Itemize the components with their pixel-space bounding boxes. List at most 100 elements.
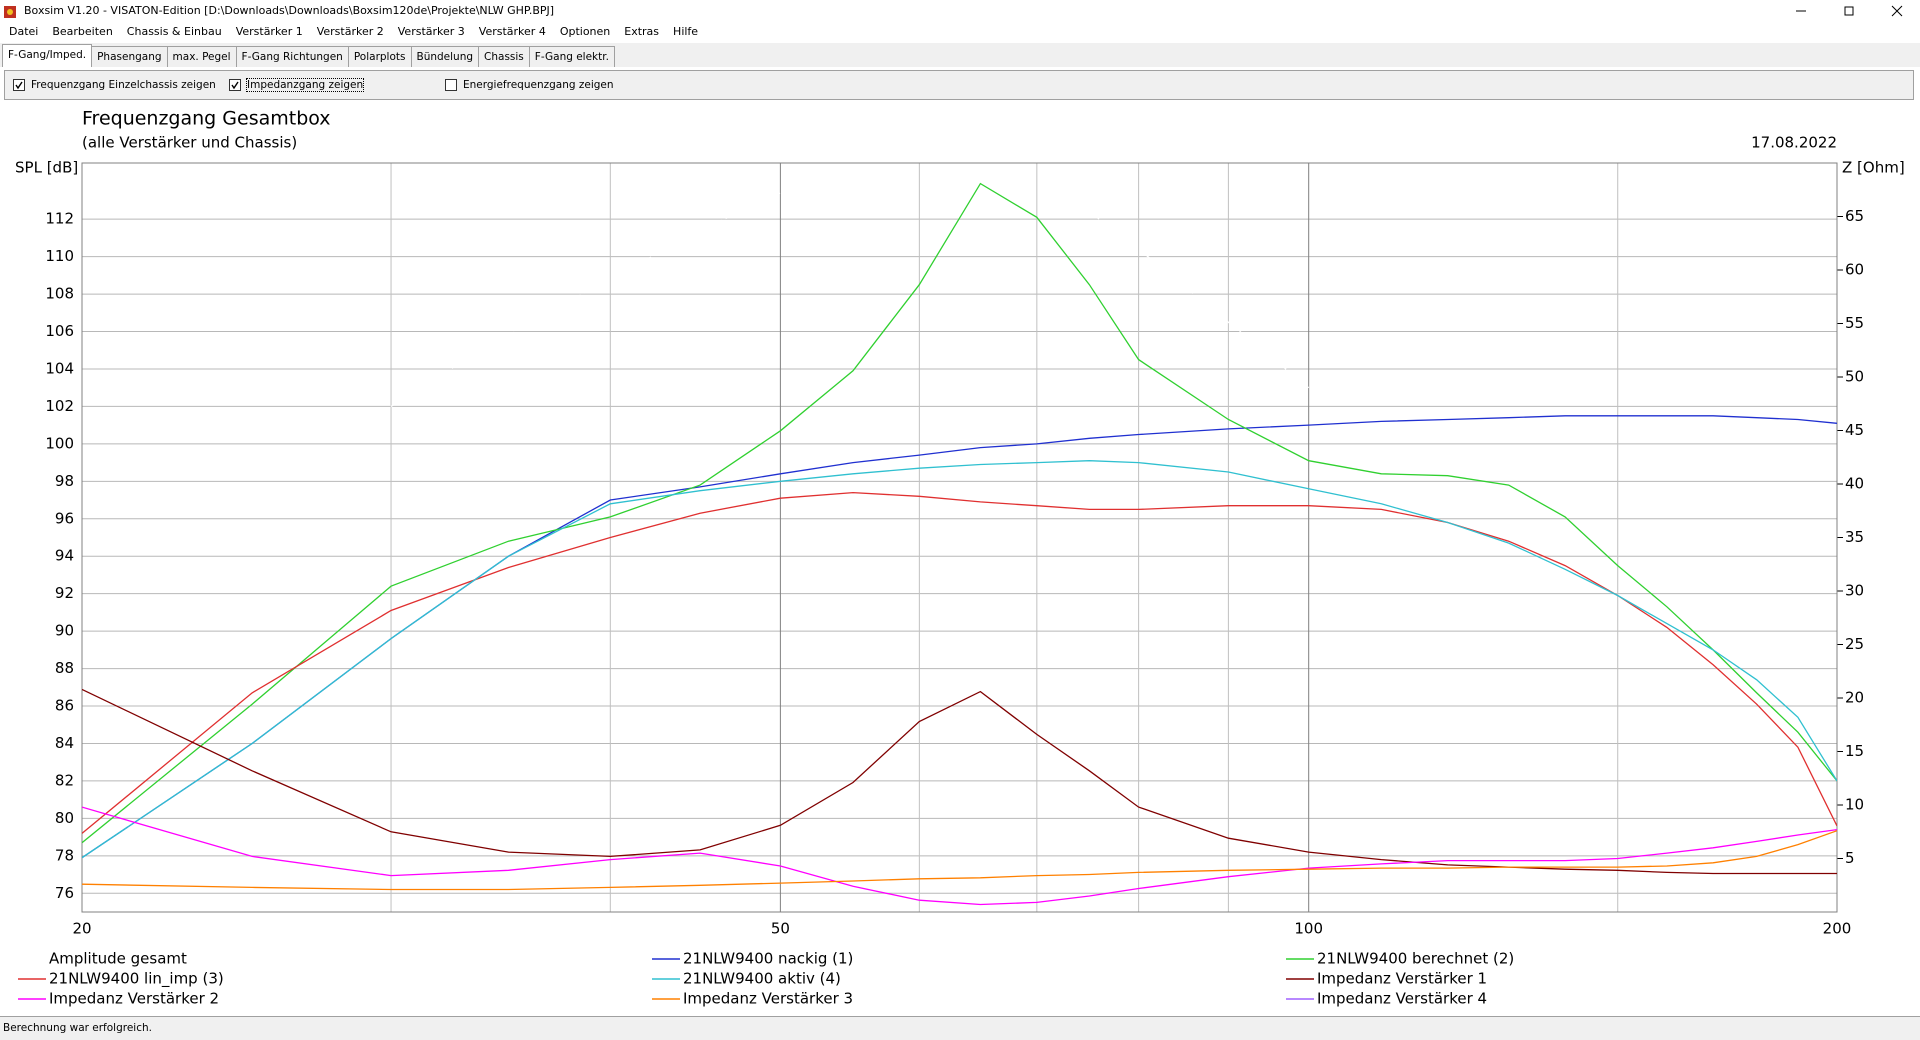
window-controls: [1796, 5, 1903, 17]
options-panel: Frequenzgang Einzelchassis zeigen Impedan…: [4, 70, 1914, 100]
y2-tick-label: 50: [1845, 368, 1864, 386]
tab[interactable]: F-Gang/Imped.: [2, 44, 93, 67]
y-tick-label: 102: [45, 397, 74, 415]
x-tick-label: 100: [1294, 920, 1323, 938]
menu-item[interactable]: Datei: [9, 25, 39, 38]
y2-tick-label: 20: [1845, 689, 1864, 707]
tab-bar: F-Gang/Imped. Phasengang max. Pegel F-Gang …: [0, 43, 1920, 67]
series-line: [82, 688, 1837, 875]
checkbox[interactable]: [13, 79, 25, 91]
legend-label: Impedanz Verstärker 4: [1317, 990, 1487, 1008]
y-tick-label: 94: [55, 547, 74, 565]
y2-tick-label: 10: [1845, 796, 1864, 814]
legend-label: Impedanz Verstärker 2: [49, 990, 219, 1008]
plot-area: [82, 182, 1837, 906]
option[interactable]: Impedanzgang zeigen: [229, 78, 365, 92]
series-line: [82, 415, 1837, 859]
y2-tick-label: 60: [1845, 261, 1864, 279]
menu-item[interactable]: Hilfe: [673, 25, 699, 38]
x-tick-label: 50: [771, 920, 790, 938]
y-tick-label: 110: [45, 247, 74, 265]
y2-tick-label: 15: [1845, 742, 1864, 760]
legend-label: 21NLW9400 aktiv (4): [683, 970, 841, 988]
y-tick-label: 84: [55, 734, 74, 752]
option[interactable]: Frequenzgang Einzelchassis zeigen: [13, 79, 216, 91]
y-tick-label: 92: [55, 584, 74, 602]
y-tick-label: 108: [45, 285, 74, 303]
legend-label: Impedanz Verstärker 3: [683, 990, 853, 1008]
tab[interactable]: Chassis: [478, 46, 530, 67]
status-bar: Berechnung war erfolgreich.: [0, 1016, 1920, 1040]
app-icon: [4, 6, 16, 18]
y2-tick-label: 40: [1845, 475, 1864, 493]
legend-label: Amplitude gesamt: [49, 950, 187, 968]
chart-title: Frequenzgang Gesamtbox: [82, 108, 331, 130]
chart-subtitle: (alle Verstärker und Chassis): [82, 134, 297, 152]
tab[interactable]: Phasengang: [91, 46, 168, 67]
y-tick-label: 76: [55, 884, 74, 902]
chart: Frequenzgang Gesamtbox (alle Verstärker …: [0, 104, 1920, 1014]
menu-item[interactable]: Bearbeiten: [52, 25, 113, 38]
series-line: [82, 460, 1837, 859]
checkbox[interactable]: [229, 79, 241, 91]
tab[interactable]: F-Gang Richtungen: [235, 46, 349, 67]
series-line: [82, 182, 1837, 844]
menu-item[interactable]: Verstärker 2: [316, 25, 384, 38]
y2-tick-label: 5: [1845, 849, 1855, 867]
series-line: [82, 491, 1837, 834]
menu-item[interactable]: Verstärker 4: [478, 25, 546, 38]
y-tick-label: 104: [45, 359, 74, 377]
series-line: [82, 830, 1837, 891]
y-tick-label: 80: [55, 809, 74, 827]
tab[interactable]: F-Gang elektr.: [528, 46, 615, 67]
y2-tick-label: 25: [1845, 635, 1864, 653]
x-tick-label: 200: [1823, 920, 1852, 938]
menu-item[interactable]: Verstärker 1: [235, 25, 303, 38]
y2-axis-label: Z [Ohm]: [1842, 159, 1905, 177]
y-tick-label: 100: [45, 434, 74, 452]
title-bar: Boxsim V1.20 - VISATON-Edition [D:\Downl…: [0, 0, 1920, 22]
status-text: Berechnung war erfolgreich.: [3, 1022, 152, 1034]
y-tick-label: 90: [55, 622, 74, 640]
restore[interactable]: [1844, 6, 1854, 16]
option[interactable]: Energiefrequenzgang zeigen: [445, 79, 614, 91]
option-label[interactable]: Frequenzgang Einzelchassis zeigen: [31, 79, 216, 91]
y-tick-label: 82: [55, 771, 74, 789]
y-axis-label: SPL [dB]: [15, 159, 78, 177]
y-tick-label: 98: [55, 472, 74, 490]
close[interactable]: [1891, 5, 1903, 17]
y2-tick-label: 65: [1845, 207, 1864, 225]
option-label[interactable]: Impedanzgang zeigen: [245, 78, 365, 92]
tab[interactable]: Polarplots: [347, 46, 412, 67]
y-tick-label: 86: [55, 697, 74, 715]
plot-frame: [81, 162, 1838, 913]
menu-item[interactable]: Verstärker 3: [397, 25, 465, 38]
y2-tick-label: 45: [1845, 421, 1864, 439]
y-tick-label: 78: [55, 846, 74, 864]
chart-date: 17.08.2022: [1751, 134, 1837, 152]
check-mark: [231, 81, 239, 90]
menu-item[interactable]: Chassis & Einbau: [126, 25, 222, 38]
y-tick-label: 96: [55, 509, 74, 527]
legend-label: 21NLW9400 lin_imp (3): [49, 970, 224, 989]
y-tick-label: 106: [45, 322, 74, 340]
menu-bar: Datei Bearbeiten Chassis & Einbau Verstärke…: [0, 22, 1920, 42]
y2-tick-label: 35: [1845, 528, 1864, 546]
y-tick-label: 112: [45, 210, 74, 228]
y-tick-label: 88: [55, 659, 74, 677]
x-tick-label: 20: [72, 920, 91, 938]
option-label[interactable]: Energiefrequenzgang zeigen: [463, 79, 614, 91]
chart-background: [0, 104, 1920, 1014]
tab[interactable]: max. Pegel: [166, 46, 237, 67]
menu-item[interactable]: Extras: [624, 25, 660, 38]
menu-item[interactable]: Optionen: [559, 25, 611, 38]
y2-tick-label: 55: [1845, 314, 1864, 332]
tab[interactable]: Bündelung: [410, 46, 480, 67]
series-line: [82, 806, 1837, 906]
checkbox[interactable]: [445, 79, 457, 91]
window-title: Boxsim V1.20 - VISATON-Edition [D:\Downl…: [24, 4, 555, 17]
series-line: [390, 192, 1310, 407]
legend-label: 21NLW9400 berechnet (2): [1317, 950, 1514, 968]
legend-label: 21NLW9400 nackig (1): [683, 950, 853, 968]
